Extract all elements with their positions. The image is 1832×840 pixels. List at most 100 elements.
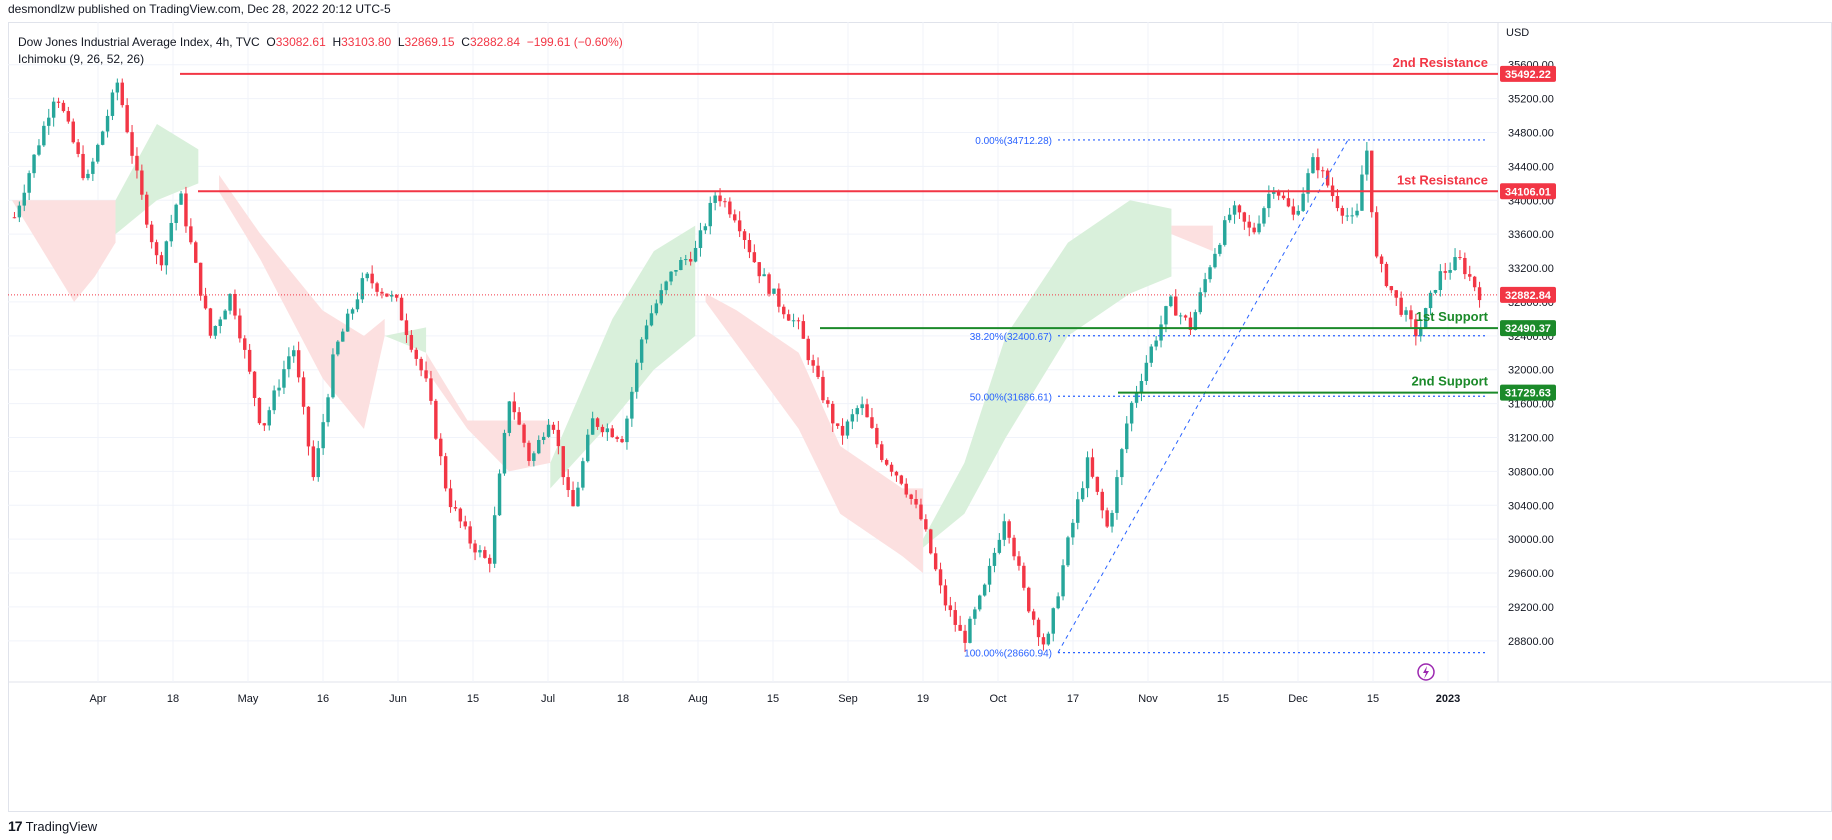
candle-body xyxy=(1125,423,1129,450)
level-price-tag xyxy=(1500,384,1556,401)
candle-body xyxy=(404,320,409,336)
candle-body xyxy=(390,295,394,297)
candle-body xyxy=(884,459,889,465)
symbol-name[interactable]: Dow Jones Industrial Average Index, 4h, … xyxy=(18,35,260,49)
candle-body xyxy=(247,349,252,372)
chart-area[interactable]: 28800.00 29200.00 29600.00 30000.00 30400.00… xyxy=(8,22,1832,812)
candle-body xyxy=(894,471,899,476)
y-tick-label: 28800.00 xyxy=(1508,636,1554,648)
high-value: 33103.80 xyxy=(341,35,392,49)
candle-body xyxy=(772,288,776,294)
candle-body xyxy=(223,310,227,320)
candle-body xyxy=(47,117,51,126)
open-label: O xyxy=(266,35,276,49)
candle-body xyxy=(355,299,360,310)
candle-body xyxy=(287,356,291,370)
y-tick-label: 32000.00 xyxy=(1508,365,1554,377)
candle-body xyxy=(1174,296,1178,316)
candle-body xyxy=(1438,271,1443,291)
candle-body xyxy=(213,325,218,336)
candle-body xyxy=(561,446,565,478)
candle-body xyxy=(301,377,306,407)
candle-body xyxy=(1272,190,1276,194)
candle-body xyxy=(267,410,271,426)
candle-body xyxy=(791,320,796,322)
y-tick-label: 29600.00 xyxy=(1508,568,1554,580)
price-chart[interactable]: 28800.00 29200.00 29600.00 30000.00 30400.00… xyxy=(8,22,1832,812)
candle-body xyxy=(688,259,693,262)
candle-body xyxy=(978,595,982,610)
x-tick-label: 16 xyxy=(317,693,329,705)
candle-body xyxy=(1056,596,1060,609)
candle-body xyxy=(1095,476,1100,492)
candle-body xyxy=(566,477,570,491)
candle-body xyxy=(434,400,438,439)
candle-body xyxy=(32,154,36,174)
ichimoku-cloud-green xyxy=(384,327,427,353)
candle-body xyxy=(1022,565,1026,588)
candle-body xyxy=(1154,340,1158,347)
candle-body xyxy=(1384,263,1389,287)
candle-body xyxy=(826,400,830,404)
candle-body xyxy=(1046,633,1051,645)
x-tick-label: 18 xyxy=(167,693,179,705)
candle-body xyxy=(512,401,516,413)
level-name-label: 1st Resistance xyxy=(1397,172,1488,187)
candle-body xyxy=(394,295,399,298)
candle-body xyxy=(233,293,237,316)
candle-body xyxy=(1340,208,1345,216)
candle-body xyxy=(81,153,85,179)
candle-body xyxy=(1404,310,1408,315)
candle-body xyxy=(154,242,159,256)
level-price-label: 31729.63 xyxy=(1505,388,1551,400)
candle-body xyxy=(1076,499,1080,523)
candle-body xyxy=(649,313,654,326)
candle-body xyxy=(782,306,786,315)
candle-body xyxy=(61,102,66,112)
candle-body xyxy=(238,315,242,339)
candle-body xyxy=(164,241,169,266)
candle-body xyxy=(257,397,262,424)
candle-body xyxy=(56,101,61,103)
candle-body xyxy=(1399,297,1403,315)
last-price-tag xyxy=(1500,286,1556,303)
y-tick-label: 31600.00 xyxy=(1508,399,1554,411)
candle-body xyxy=(997,539,1002,553)
candle-body xyxy=(1164,306,1168,325)
candle-body xyxy=(590,418,595,435)
candle-body xyxy=(399,297,404,321)
candle-body xyxy=(713,195,717,203)
candle-body xyxy=(840,425,845,436)
candle-body xyxy=(987,565,992,585)
candle-body xyxy=(1370,150,1374,213)
candle-body xyxy=(659,290,663,304)
indicator-row[interactable]: Ichimoku (9, 26, 52, 26) xyxy=(18,52,145,66)
candle-body xyxy=(326,397,330,423)
last-price-label: 32882.84 xyxy=(1505,290,1552,302)
candle-body xyxy=(865,404,869,418)
candle-body xyxy=(218,319,222,326)
candle-body xyxy=(943,585,948,606)
candle-body xyxy=(140,170,144,195)
y-tick-label: 29200.00 xyxy=(1508,602,1554,614)
candle-body xyxy=(1301,193,1305,211)
candle-body xyxy=(1468,274,1472,277)
candle-body xyxy=(184,193,188,227)
candle-body xyxy=(1477,287,1482,301)
candle-body xyxy=(796,320,801,322)
x-tick-label: Dec xyxy=(1288,693,1308,705)
candle-body xyxy=(115,82,120,93)
candle-body xyxy=(576,487,580,507)
candle-body xyxy=(1066,537,1070,566)
candle-body xyxy=(1296,210,1300,215)
candle-body xyxy=(919,504,923,520)
candle-body xyxy=(1169,296,1173,307)
candle-body xyxy=(1345,215,1349,217)
candle-body xyxy=(933,553,938,570)
change-value: −199.61 (−0.60%) xyxy=(526,35,623,49)
low-label: L xyxy=(397,35,405,49)
publisher-line: desmondlzw published on TradingView.com,… xyxy=(8,2,391,16)
candle-body xyxy=(1409,310,1413,320)
candle-body xyxy=(889,464,894,472)
candle-body xyxy=(1276,190,1281,196)
